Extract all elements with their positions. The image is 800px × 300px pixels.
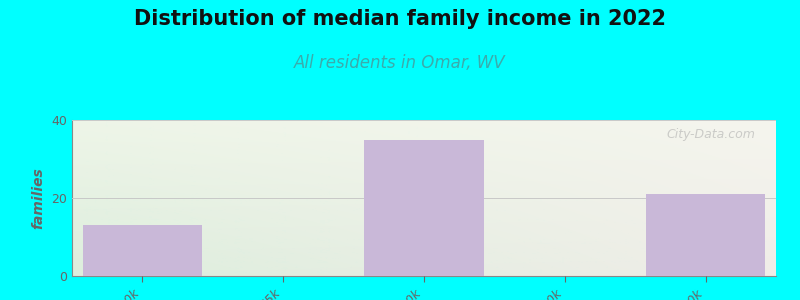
Bar bbox=[646, 194, 766, 276]
Bar bbox=[82, 225, 202, 276]
Y-axis label: families: families bbox=[32, 167, 46, 229]
Text: Distribution of median family income in 2022: Distribution of median family income in … bbox=[134, 9, 666, 29]
Text: City-Data.com: City-Data.com bbox=[666, 128, 755, 141]
Text: All residents in Omar, WV: All residents in Omar, WV bbox=[294, 54, 506, 72]
Bar bbox=[364, 140, 484, 276]
